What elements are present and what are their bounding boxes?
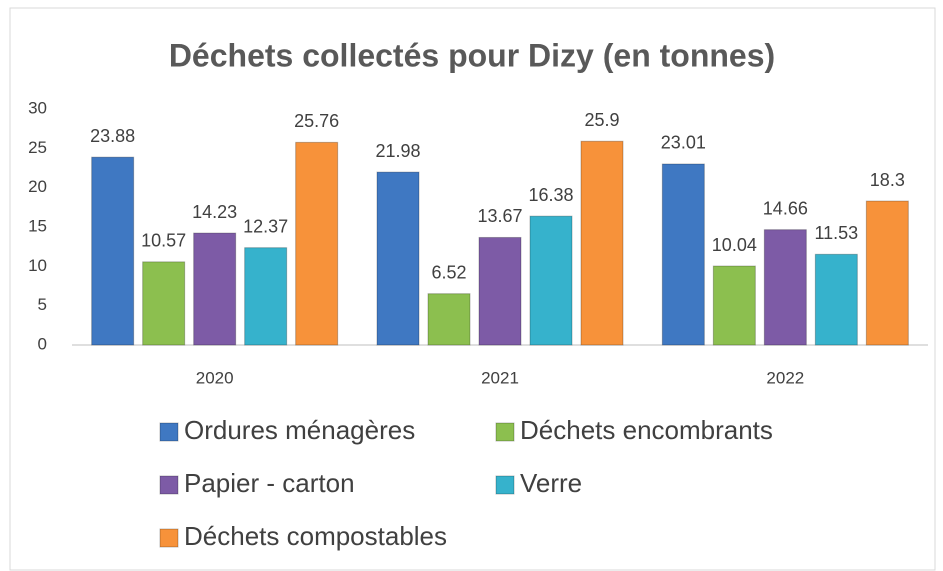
bar — [427, 293, 471, 346]
legend-swatch — [159, 475, 179, 495]
y-tick-label: 5 — [38, 295, 47, 314]
data-label: 14.23 — [192, 202, 237, 222]
data-label: 25.9 — [584, 110, 619, 130]
legend-label: Déchets compostables — [184, 521, 447, 551]
bar — [142, 261, 186, 346]
data-label: 21.98 — [375, 141, 420, 161]
data-label: 11.53 — [814, 223, 858, 243]
bar — [376, 171, 420, 346]
data-label: 13.67 — [477, 206, 522, 226]
bar — [244, 247, 288, 346]
bar — [661, 163, 705, 346]
y-tick-label: 30 — [28, 98, 47, 117]
data-label: 14.66 — [763, 198, 808, 218]
bar — [712, 265, 756, 346]
bar — [529, 215, 573, 346]
chart-title: Déchets collectés pour Dizy (en tonnes) — [169, 37, 775, 73]
legend-label: Ordures ménagères — [184, 415, 415, 445]
legend-swatch — [159, 422, 179, 442]
x-tick-label: 2022 — [766, 368, 804, 387]
legend-swatch — [495, 422, 515, 442]
bar — [580, 140, 624, 346]
bar — [814, 253, 858, 346]
x-tick-label: 2021 — [481, 368, 519, 387]
bar — [763, 229, 807, 346]
y-tick-label: 15 — [28, 216, 47, 235]
bar — [295, 141, 339, 346]
data-label: 12.37 — [243, 216, 288, 236]
data-label: 10.57 — [141, 231, 186, 251]
y-tick-label: 20 — [28, 177, 47, 196]
y-tick-label: 0 — [38, 334, 47, 353]
legend-swatch — [495, 475, 515, 495]
bar — [478, 236, 522, 346]
bar — [91, 156, 135, 346]
legend-label: Verre — [520, 468, 582, 498]
data-label: 25.76 — [294, 111, 339, 131]
y-tick-label: 25 — [28, 138, 47, 157]
x-tick-label: 2020 — [196, 368, 234, 387]
data-label: 6.52 — [431, 262, 466, 282]
legend-swatch — [159, 528, 179, 548]
data-label: 16.38 — [528, 185, 573, 205]
data-label: 10.04 — [712, 235, 757, 255]
y-tick-label: 10 — [28, 256, 47, 275]
legend-label: Déchets encombrants — [520, 415, 773, 445]
data-label: 23.88 — [90, 126, 135, 146]
data-label: 23.01 — [661, 133, 706, 153]
data-label: 18.3 — [870, 170, 905, 190]
bar — [865, 200, 909, 346]
bar — [193, 232, 237, 346]
legend-label: Papier - carton — [184, 468, 355, 498]
